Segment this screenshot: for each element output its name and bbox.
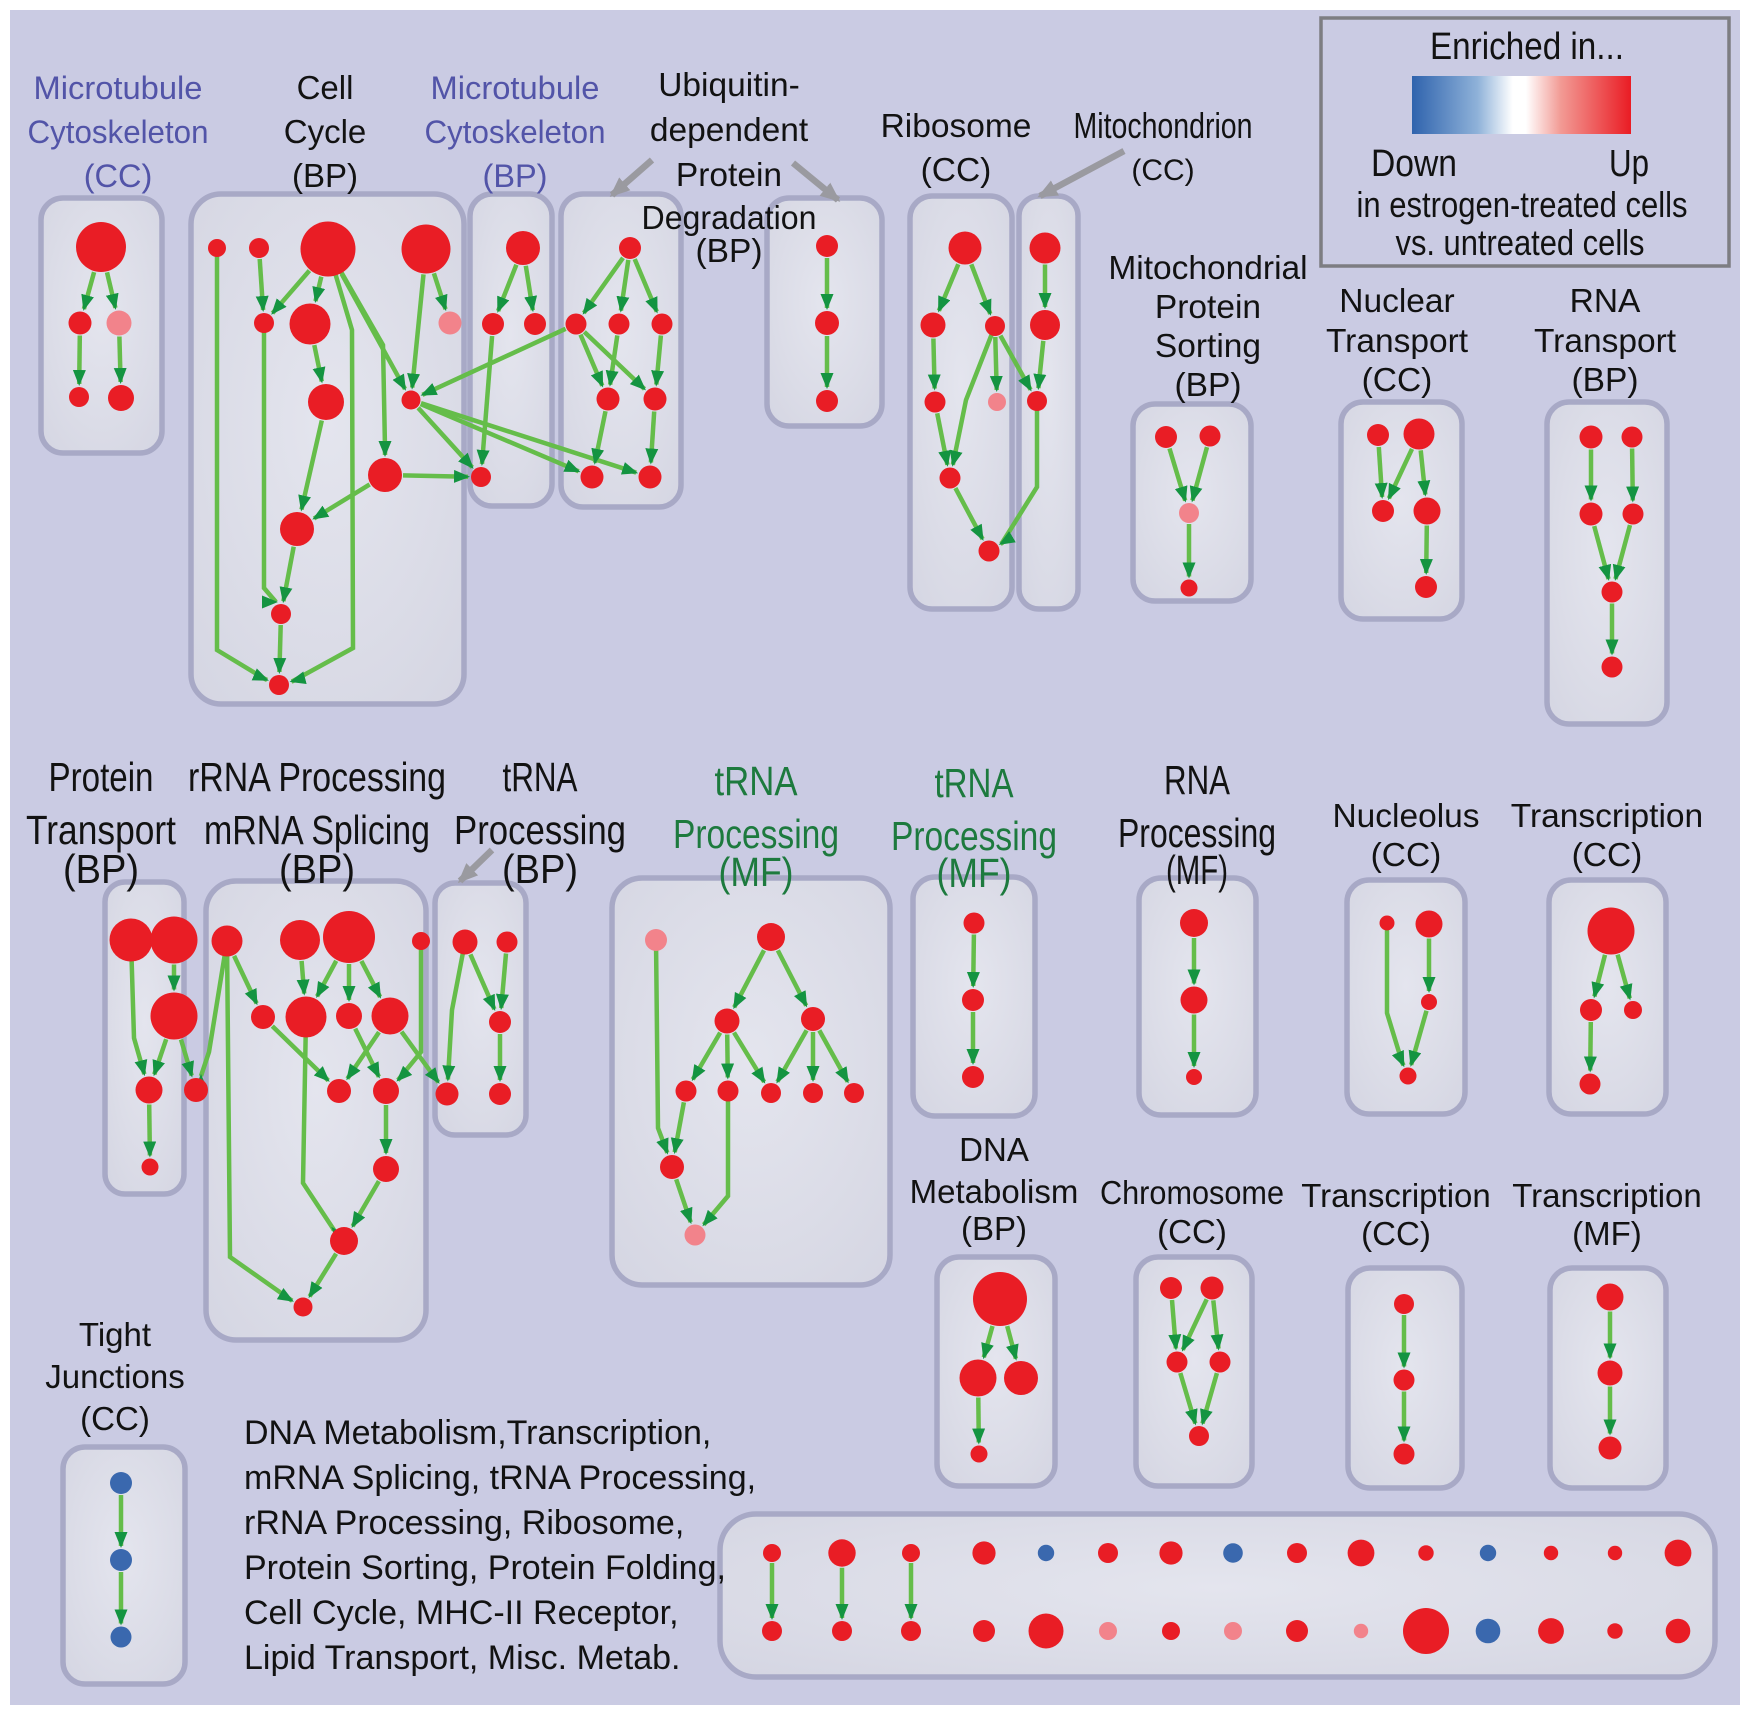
svg-text:tRNA: tRNA	[503, 754, 578, 800]
svg-text:(CC): (CC)	[1157, 1213, 1227, 1250]
svg-text:Transport: Transport	[1326, 323, 1469, 360]
svg-text:Cell: Cell	[297, 69, 354, 106]
svg-text:(BP): (BP)	[502, 846, 578, 892]
svg-text:rRNA Processing, Ribosome,: rRNA Processing, Ribosome,	[244, 1504, 684, 1542]
svg-text:Transcription: Transcription	[1301, 1177, 1491, 1214]
svg-text:Cytoskeleton: Cytoskeleton	[28, 114, 209, 150]
svg-text:(BP): (BP)	[961, 1210, 1027, 1247]
svg-text:(CC): (CC)	[1361, 1215, 1431, 1252]
svg-text:RNA: RNA	[1164, 757, 1230, 803]
svg-text:(MF): (MF)	[1166, 847, 1228, 893]
svg-text:Tight: Tight	[79, 1316, 151, 1353]
svg-text:Mitochondrial: Mitochondrial	[1108, 250, 1307, 287]
svg-text:Processing: Processing	[1118, 810, 1276, 856]
svg-text:Down: Down	[1371, 143, 1457, 185]
svg-text:tRNA: tRNA	[715, 758, 799, 804]
svg-text:(MF): (MF)	[719, 849, 794, 895]
svg-text:Cytoskeleton: Cytoskeleton	[425, 114, 606, 150]
svg-text:(MF): (MF)	[1572, 1215, 1642, 1252]
svg-text:(BP): (BP)	[292, 157, 358, 194]
svg-text:Processing: Processing	[454, 807, 626, 853]
svg-text:(BP): (BP)	[1572, 362, 1639, 399]
svg-text:Chromosome: Chromosome	[1100, 1174, 1284, 1211]
svg-text:Protein: Protein	[676, 157, 782, 194]
svg-text:(CC): (CC)	[1371, 837, 1442, 874]
svg-text:Up: Up	[1609, 143, 1649, 185]
svg-text:dependent: dependent	[650, 112, 809, 149]
svg-text:in estrogen-treated cells: in estrogen-treated cells	[1357, 184, 1688, 225]
svg-text:mRNA Splicing, tRNA Processing: mRNA Splicing, tRNA Processing,	[244, 1459, 756, 1497]
svg-text:tRNA: tRNA	[935, 760, 1015, 806]
svg-text:rRNA Processing: rRNA Processing	[188, 754, 446, 800]
svg-text:(BP): (BP)	[1175, 367, 1242, 404]
svg-text:Metabolism: Metabolism	[910, 1173, 1079, 1210]
svg-text:RNA: RNA	[1570, 283, 1641, 320]
svg-text:DNA Metabolism,Transcription,: DNA Metabolism,Transcription,	[244, 1414, 711, 1452]
svg-text:Cell Cycle, MHC-II Receptor,: Cell Cycle, MHC-II Receptor,	[244, 1594, 679, 1632]
svg-text:Processing: Processing	[891, 813, 1057, 859]
svg-text:(CC): (CC)	[1362, 362, 1433, 399]
svg-text:Degradation: Degradation	[642, 200, 817, 237]
svg-text:Processing: Processing	[673, 811, 839, 857]
svg-text:Ubiquitin-: Ubiquitin-	[658, 67, 800, 104]
svg-text:(CC): (CC)	[921, 152, 992, 189]
svg-text:Nucleolus: Nucleolus	[1332, 798, 1479, 835]
svg-text:Mitochondrion: Mitochondrion	[1074, 105, 1253, 146]
svg-text:Transcription: Transcription	[1512, 1177, 1702, 1214]
svg-text:Protein: Protein	[1155, 289, 1261, 326]
svg-text:DNA: DNA	[959, 1131, 1029, 1168]
svg-text:(CC): (CC)	[80, 1400, 150, 1437]
svg-text:(CC): (CC)	[1131, 154, 1194, 187]
svg-text:Junctions: Junctions	[45, 1358, 184, 1395]
svg-text:(CC): (CC)	[1572, 837, 1643, 874]
svg-text:Protein: Protein	[49, 754, 154, 800]
svg-text:Transport: Transport	[26, 807, 177, 853]
svg-text:(CC): (CC)	[84, 158, 153, 194]
svg-text:Lipid Transport, Misc. Metab.: Lipid Transport, Misc. Metab.	[244, 1639, 681, 1677]
svg-text:Nuclear: Nuclear	[1339, 283, 1454, 320]
svg-text:vs. untreated cells: vs. untreated cells	[1396, 222, 1645, 263]
svg-text:Protein Sorting, Protein Foldi: Protein Sorting, Protein Folding,	[244, 1549, 726, 1587]
svg-text:Enriched in...: Enriched in...	[1430, 26, 1624, 68]
svg-text:(MF): (MF)	[937, 850, 1012, 896]
svg-text:mRNA Splicing: mRNA Splicing	[204, 807, 430, 853]
svg-text:(BP): (BP)	[696, 233, 763, 270]
svg-text:Microtubule: Microtubule	[34, 70, 203, 106]
svg-text:Ribosome: Ribosome	[881, 108, 1032, 145]
svg-text:Sorting: Sorting	[1155, 328, 1261, 365]
svg-text:Cycle: Cycle	[284, 113, 367, 150]
svg-text:(BP): (BP)	[63, 846, 139, 892]
svg-text:Transport: Transport	[1534, 323, 1677, 360]
svg-text:(BP): (BP)	[279, 846, 355, 892]
svg-text:(BP): (BP)	[483, 158, 548, 194]
svg-text:Transcription: Transcription	[1511, 798, 1703, 835]
svg-text:Microtubule: Microtubule	[431, 70, 600, 106]
